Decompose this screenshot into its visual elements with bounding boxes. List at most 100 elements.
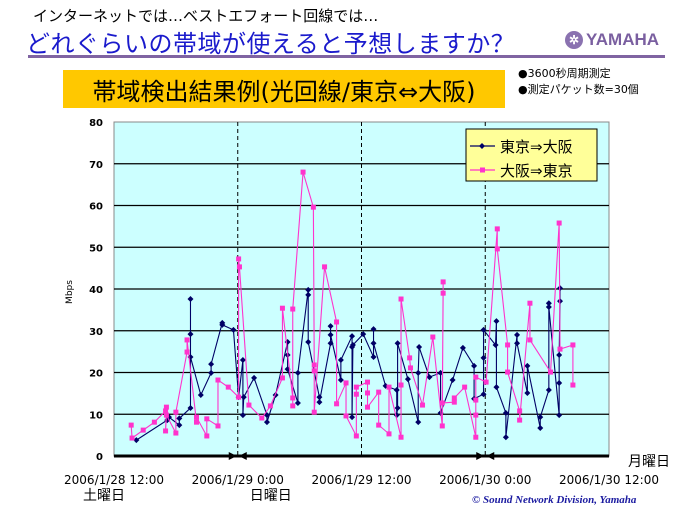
x-tick-labels: 2006/1/28 12:00 2006/1/29 0:00 2006/1/29 1… xyxy=(64,473,659,487)
data-point xyxy=(140,427,146,433)
data-point xyxy=(505,342,511,348)
legend-label: 東京⇒大阪 xyxy=(500,138,573,156)
data-point xyxy=(386,431,392,437)
data-point xyxy=(129,435,135,441)
x-tick-label: 2006/1/30 0:00 xyxy=(439,473,531,487)
chart-banner: 帯域検出結果例(光回線/東京⇔大阪) xyxy=(63,70,505,108)
day-label: 土曜日 xyxy=(83,488,125,504)
data-point xyxy=(398,296,404,302)
data-point xyxy=(365,390,371,396)
data-point xyxy=(398,382,404,388)
data-point xyxy=(473,412,479,418)
data-point xyxy=(493,318,500,325)
data-point xyxy=(225,384,231,390)
data-point xyxy=(548,369,554,375)
y-tick-label: 10 xyxy=(89,410,103,421)
data-point xyxy=(310,204,316,210)
data-point xyxy=(393,387,400,394)
data-point xyxy=(545,387,552,394)
data-point xyxy=(494,226,500,232)
data-point xyxy=(215,423,221,429)
gridlines xyxy=(114,163,609,415)
data-point xyxy=(517,408,523,414)
data-point xyxy=(239,412,246,419)
data-point xyxy=(415,419,422,426)
data-point xyxy=(556,220,562,226)
arrowhead-icon xyxy=(486,452,495,460)
data-point xyxy=(502,409,509,416)
data-point xyxy=(556,351,563,358)
data-point xyxy=(473,434,479,440)
page-title: どれぐらいの帯域が使えると予想しますか？ xyxy=(26,30,516,58)
data-point xyxy=(236,264,242,270)
data-point xyxy=(370,326,377,333)
data-point xyxy=(370,354,377,361)
data-point xyxy=(239,356,246,363)
data-point xyxy=(305,286,312,293)
data-point xyxy=(440,290,446,296)
data-point xyxy=(176,415,183,422)
title-divider xyxy=(28,55,665,58)
data-point xyxy=(311,409,317,415)
data-point xyxy=(187,296,194,303)
data-point xyxy=(360,331,367,338)
data-point xyxy=(194,414,199,420)
data-point xyxy=(133,437,140,444)
data-point xyxy=(524,362,531,369)
data-point xyxy=(353,433,359,439)
data-point xyxy=(376,389,382,395)
x-tick-label: 2006/1/29 0:00 xyxy=(192,473,284,487)
y-tick-label: 20 xyxy=(89,369,103,380)
data-point xyxy=(492,341,499,348)
y-tick-label: 30 xyxy=(89,327,103,338)
data-point xyxy=(557,346,563,352)
data-point xyxy=(502,434,509,441)
data-point xyxy=(459,344,466,351)
data-point xyxy=(376,422,382,428)
data-point xyxy=(187,404,194,411)
data-point xyxy=(451,395,457,401)
data-point xyxy=(263,419,270,426)
legend-label: 大阪⇒東京 xyxy=(500,162,573,180)
data-point xyxy=(311,362,317,368)
legend-marker-diamond-icon xyxy=(479,143,485,149)
data-point xyxy=(290,395,296,401)
subtitle: インターネットでは…ベストエフォート回線では… xyxy=(33,7,379,25)
y-axis-label: Mbps xyxy=(65,280,75,304)
data-point xyxy=(305,339,312,346)
data-point xyxy=(163,428,169,434)
data-point xyxy=(537,414,544,421)
data-point xyxy=(480,391,487,398)
data-point xyxy=(290,306,296,312)
data-point xyxy=(219,321,226,328)
data-point xyxy=(473,374,479,380)
tuning-fork-logo-icon: ✲ xyxy=(565,31,583,49)
data-point xyxy=(128,422,134,428)
data-point xyxy=(494,246,500,252)
data-point xyxy=(204,433,210,439)
arrowhead-icon xyxy=(238,452,247,460)
data-point xyxy=(300,169,306,175)
data-point xyxy=(236,256,242,262)
data-point xyxy=(279,375,285,381)
data-point xyxy=(327,331,334,338)
data-point xyxy=(370,340,377,347)
arrowhead-icon xyxy=(228,452,237,460)
data-point xyxy=(349,333,356,340)
x-tick-label: 2006/1/29 12:00 xyxy=(312,473,412,487)
data-point xyxy=(230,326,237,333)
data-point xyxy=(327,323,334,330)
data-point xyxy=(353,384,359,390)
data-point xyxy=(556,412,563,419)
measurement-notes: ●3600秒周期測定 ●測定パケット数=30個 xyxy=(518,66,639,98)
data-point xyxy=(426,374,433,381)
data-point xyxy=(176,422,183,429)
data-point xyxy=(570,342,576,348)
series-lines xyxy=(128,169,576,444)
data-point xyxy=(386,384,392,390)
y-tick-label: 70 xyxy=(89,160,103,171)
data-point xyxy=(294,369,301,376)
data-point xyxy=(184,349,190,355)
data-point xyxy=(462,384,468,390)
